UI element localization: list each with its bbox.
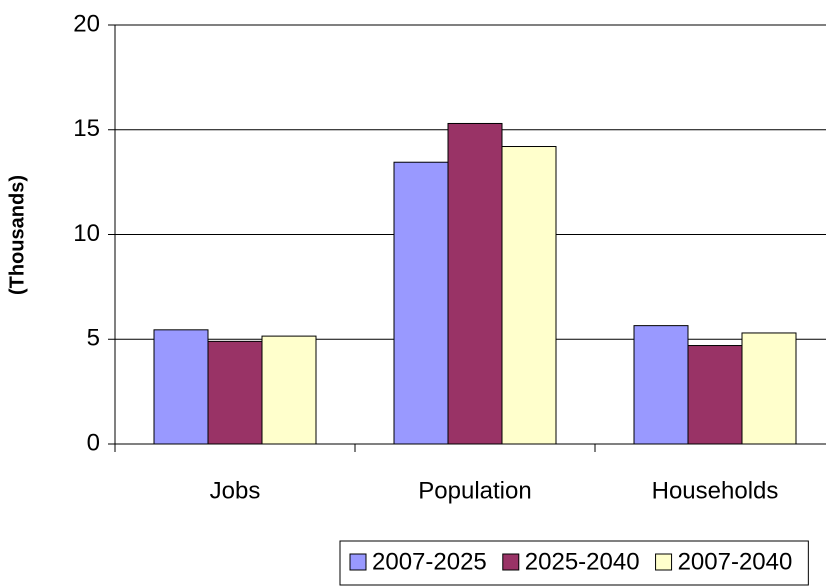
y-tick-label: 20 [73,10,100,37]
bar [633,325,689,445]
bar [153,329,209,445]
legend-swatch [349,553,367,571]
bar [501,146,557,445]
y-tick-label: 5 [87,325,100,352]
y-tick-label: 15 [73,115,100,142]
bar [207,340,263,445]
x-tick-label: Population [418,477,531,504]
legend-swatch [655,553,673,571]
legend-box [339,540,809,586]
legend-label: 2007-2025 [372,548,487,575]
legend-label: 2025-2040 [525,548,640,575]
bar [393,161,449,445]
bar [261,335,317,445]
bar [687,345,743,445]
bar [741,332,797,445]
y-tick-label: 10 [73,220,100,247]
x-tick-label: Households [652,477,779,504]
y-axis-label: (Thousands) [6,175,28,295]
x-tick-label: Jobs [210,477,261,504]
y-tick-label: 0 [87,429,100,456]
legend: 2007-2025 2025-2040 2007-2040 [339,540,809,586]
legend-swatch [502,553,520,571]
bar [447,122,503,445]
legend-label: 2007-2040 [678,548,793,575]
